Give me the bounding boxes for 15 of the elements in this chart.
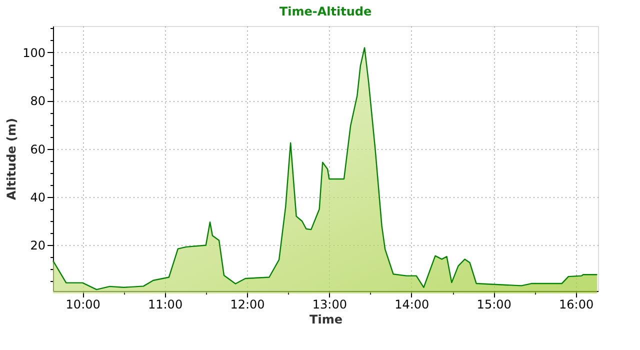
- x-axis-title: Time: [310, 312, 342, 326]
- x-tick-label: 13:00: [312, 298, 347, 312]
- x-tick-label: 15:00: [476, 298, 512, 312]
- y-tick-label: 20: [30, 238, 46, 253]
- y-tick-label: 40: [30, 190, 46, 205]
- x-tick-label: 12:00: [230, 298, 265, 312]
- y-axis-title: Altitude (m): [4, 118, 19, 200]
- x-tick-label: 14:00: [394, 298, 430, 312]
- y-tick-label: 60: [30, 142, 46, 156]
- x-tick-label: 10:00: [66, 298, 100, 312]
- x-tick-label: 16:00: [559, 298, 594, 312]
- chart-title: Time-Altitude: [279, 4, 372, 18]
- y-tick-label: 80: [30, 94, 46, 108]
- x-tick-label: 11:00: [148, 298, 183, 312]
- y-tick-label: 100: [22, 46, 46, 60]
